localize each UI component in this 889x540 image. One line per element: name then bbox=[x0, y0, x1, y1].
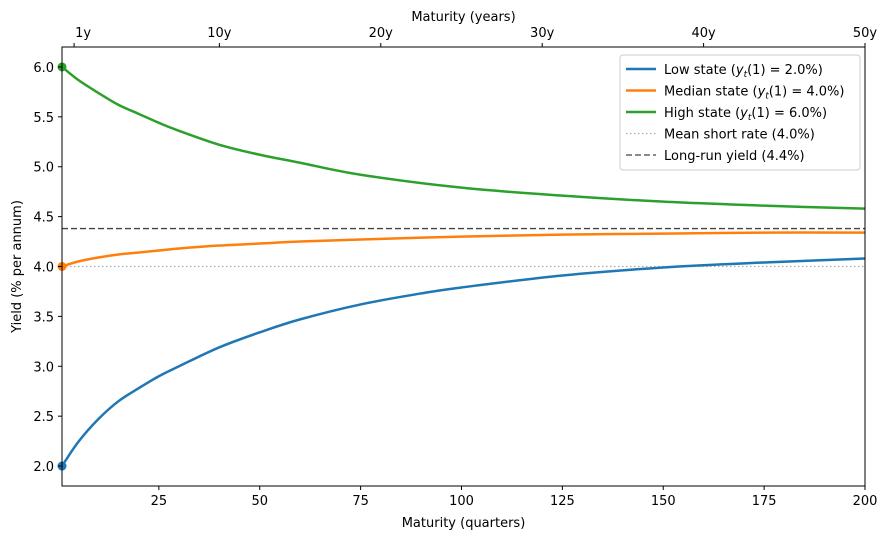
legend-label-3: Mean short rate (4.0%) bbox=[664, 128, 815, 143]
series-line-2 bbox=[61, 65, 866, 210]
x-tick-label-5: 150 bbox=[651, 494, 676, 509]
x-top-tick-label-5: 50y bbox=[853, 26, 878, 41]
series-line-0 bbox=[60, 257, 866, 467]
legend-box bbox=[619, 54, 861, 171]
y-tick-label-8: 6.0 bbox=[33, 61, 54, 76]
legend-label-0: Low state (yt(1) = 2.0%) bbox=[664, 63, 823, 80]
y-tick-label-7: 5.5 bbox=[33, 111, 54, 126]
x-tick-label-0: 25 bbox=[151, 494, 168, 509]
x-top-tick-label-4: 40y bbox=[691, 26, 716, 41]
x-top-tick-label-2: 20y bbox=[369, 26, 394, 41]
series-layer bbox=[60, 65, 866, 467]
x-top-tick-label-0: 1y bbox=[75, 26, 91, 41]
y-tick-label-5: 4.5 bbox=[33, 211, 54, 226]
legend-label-1: Median state (yt(1) = 4.0%) bbox=[664, 85, 844, 102]
series-line-1 bbox=[61, 231, 866, 268]
ticks-layer: 25 50 75 100 125 150 175 200 2.0 2.5 3.0 3.5 4.0 4.5 5… bbox=[33, 26, 877, 509]
legend-label-4: Long-run yield (4.4%) bbox=[664, 149, 805, 164]
legend-label-2: High state (yt(1) = 6.0%) bbox=[664, 106, 827, 123]
legend: Low state (yt(1) = 2.0%) Median state (yt… bbox=[619, 54, 861, 171]
x-tick-label-7: 200 bbox=[853, 494, 878, 509]
x-tick-label-6: 175 bbox=[752, 494, 777, 509]
y-tick-label-2: 3.0 bbox=[33, 360, 54, 375]
x-axis-top-label: Maturity (years) bbox=[411, 10, 515, 25]
x-top-tick-label-3: 30y bbox=[530, 26, 555, 41]
y-tick-label-4: 4.0 bbox=[33, 261, 54, 276]
y-axis-label: Yield (% per annum) bbox=[10, 200, 25, 334]
x-tick-label-4: 125 bbox=[550, 494, 575, 509]
y-tick-label-0: 2.0 bbox=[33, 460, 54, 475]
x-tick-label-3: 100 bbox=[449, 494, 474, 509]
y-tick-label-3: 3.5 bbox=[33, 310, 54, 325]
y-tick-label-6: 5.0 bbox=[33, 161, 54, 176]
x-tick-label-2: 75 bbox=[352, 494, 369, 509]
x-axis-label: Maturity (quarters) bbox=[402, 516, 526, 531]
x-tick-label-1: 50 bbox=[251, 494, 268, 509]
y-tick-label-1: 2.5 bbox=[33, 410, 54, 425]
x-top-tick-label-1: 10y bbox=[207, 26, 232, 41]
reference-lines-layer bbox=[62, 227, 865, 268]
